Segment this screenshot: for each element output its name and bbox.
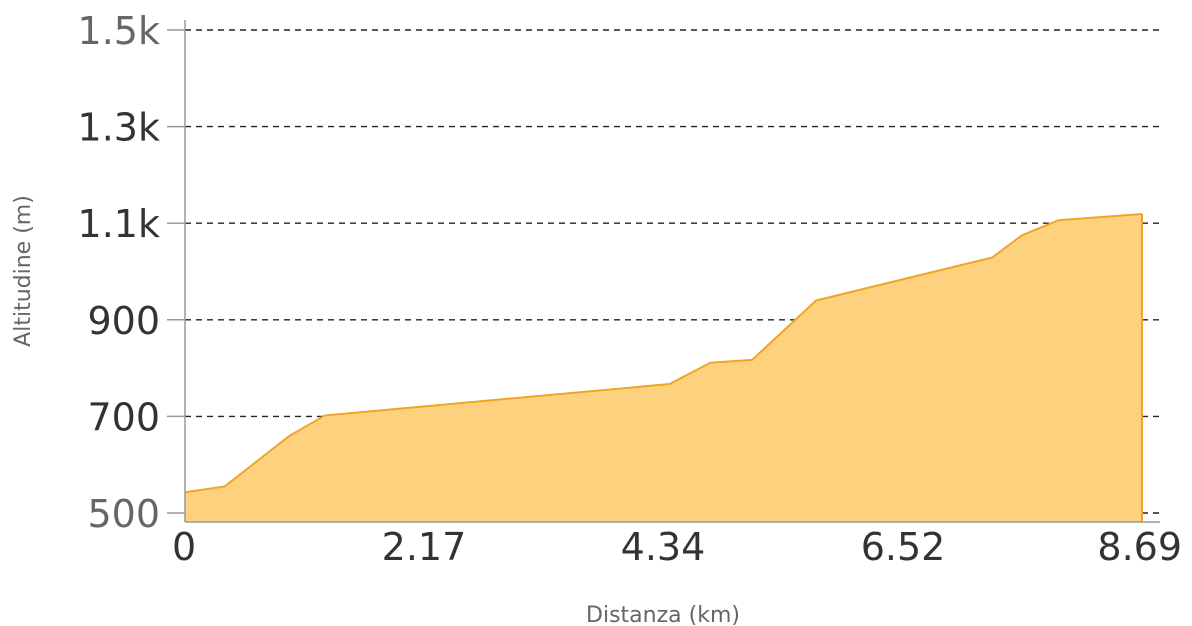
x-tick-label-4.34: 4.34 xyxy=(621,525,706,569)
elevation-line-0 xyxy=(184,213,1143,494)
axes xyxy=(184,20,1160,523)
y-tick-label-1.1k: 1.1k xyxy=(78,202,160,246)
x-tick-label-2.17: 2.17 xyxy=(382,525,467,569)
x-tick-label-0: 0 xyxy=(172,525,196,569)
y-tick-label-1.5k: 1.5k xyxy=(78,9,160,53)
y-tick-labels: 500 700 900 1.1k 1.3k 1.5k xyxy=(78,9,185,536)
y-tick-label-900: 900 xyxy=(87,299,160,343)
x-axis-title: Distanza (km) xyxy=(586,603,740,626)
y-tick-label-1.3k: 1.3k xyxy=(78,106,160,150)
x-tick-label-8.69: 8.69 xyxy=(1097,525,1182,569)
y-tick-label-500: 500 xyxy=(87,492,160,536)
elevation-area-fill-0 xyxy=(185,214,1142,522)
y-tick-label-700: 700 xyxy=(87,395,160,439)
x-tick-label-6.52: 6.52 xyxy=(861,525,946,569)
x-tick-labels: 0 2.17 4.34 6.52 8.69 xyxy=(172,525,1182,569)
elevation-area xyxy=(184,213,1143,522)
y-axis-title: Altitudine (m) xyxy=(11,195,36,347)
